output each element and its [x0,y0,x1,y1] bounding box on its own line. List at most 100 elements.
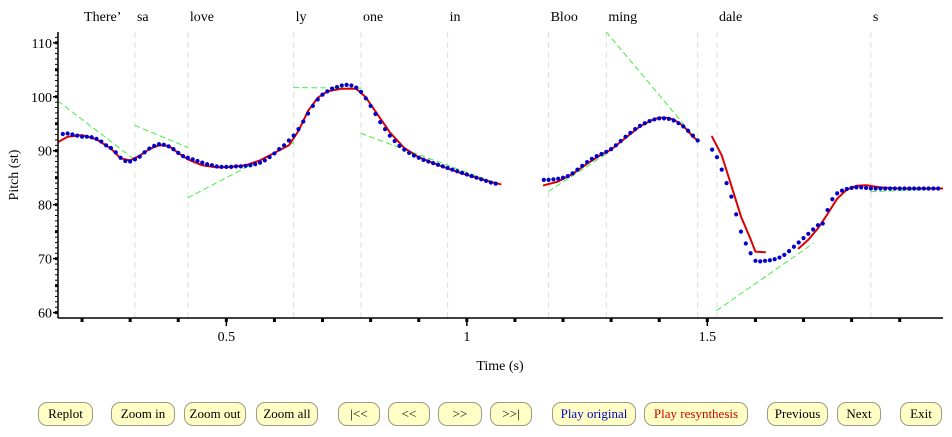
pitch-point [902,186,907,191]
step-back-button[interactable]: << [388,402,430,426]
x-minor-tick [753,318,757,322]
pitch-point [118,155,123,160]
zoom-all-button[interactable]: Zoom all [256,402,318,426]
pitch-point [349,83,354,88]
exit-button[interactable]: Exit [900,402,942,426]
y-marker [55,230,58,234]
pitch-point [89,135,94,140]
pitch-point [103,143,109,148]
pitch-point [459,170,465,175]
y-marker [55,257,58,261]
pitch-point [137,154,142,159]
pitch-point [897,186,902,191]
go-to-start-button[interactable]: |<< [338,402,380,426]
pitch-point [863,185,869,191]
pitch-point [123,158,128,164]
syllable-label: sa [137,10,149,25]
pitch-point [604,149,609,154]
pitch-point [724,180,729,186]
play-original-button[interactable]: Play original [552,402,636,426]
x-minor-tick [272,318,276,322]
pitch-point [560,175,566,180]
pitch-point [180,154,186,159]
pitch-point [296,127,301,132]
pitch-point [714,155,720,160]
pitch-point [267,155,272,160]
x-axis-title: Time (s) [476,359,524,374]
x-minor-tick [224,318,228,322]
pitch-point [65,131,70,136]
pitch-point [926,186,931,191]
y-tick-label: 110 [32,37,52,52]
pitch-point [358,89,364,94]
pitch-point [325,89,330,94]
resynthesis-line [542,116,699,187]
pitch-point [623,134,628,139]
pitch-point [286,138,291,143]
pitch-point [849,185,854,191]
pitch-point [426,159,431,164]
pitch-point [695,138,700,143]
pitch-point [647,118,652,124]
pitch-point [392,138,397,144]
zoom-out-button[interactable]: Zoom out [184,402,246,426]
pitch-point [681,124,686,129]
go-to-end-button[interactable]: >>| [490,402,532,426]
pitch-point [830,197,835,202]
pitch-point [161,142,166,147]
next-button[interactable]: Next [837,402,881,426]
pitch-point [488,180,493,185]
pitch-point [825,207,830,213]
pitch-point [407,150,412,155]
pitch-point [637,123,643,128]
pitch-point [936,186,941,191]
pitch-point [113,150,118,155]
pitch-point [613,143,619,148]
y-marker [55,284,58,288]
x-minor-tick [609,318,613,322]
x-minor-tick [657,318,661,322]
previous-button[interactable]: Previous [767,402,828,426]
pitch-point [445,165,450,171]
x-minor-tick [369,318,373,322]
pitch-point [772,257,777,262]
x-minor-tick [417,318,421,322]
pitch-point [844,186,849,192]
pitch-point [820,221,825,226]
pitch-point [219,164,224,170]
syllable-label: ly [296,10,307,25]
pitch-point [859,185,864,190]
pitch-point [402,147,407,152]
pitch-point [108,145,114,151]
x-minor-tick [128,318,132,322]
pitch-point [132,157,138,162]
play-resynthesis-button[interactable]: Play resynthesis [644,402,748,426]
pitch-point [84,134,89,139]
pitch-point [907,186,912,191]
pitch-point [551,177,556,182]
pitch-point [94,136,99,141]
zoom-in-button[interactable]: Zoom in [111,402,175,426]
pitch-point [854,185,859,190]
pitch-point [190,157,195,162]
pitch-point [868,186,873,191]
pitch-point [676,121,681,126]
replot-button[interactable]: Replot [38,402,93,426]
pitch-point [330,86,335,91]
x-minor-tick [802,318,806,322]
y-marker [55,41,58,45]
x-minor-tick [513,318,517,322]
pitch-point [912,186,917,191]
pitch-point [782,252,787,257]
step-forward-button[interactable]: >> [438,402,482,426]
pitch-point [339,83,344,88]
pitch-point [440,164,445,169]
target-line [716,243,814,311]
pitch-point [594,154,599,159]
target-line [58,100,136,161]
pitch-point [455,169,460,174]
pitch-point [916,186,922,191]
pitch-point [811,227,816,232]
target-line [360,132,501,186]
pitch-point [479,177,484,182]
